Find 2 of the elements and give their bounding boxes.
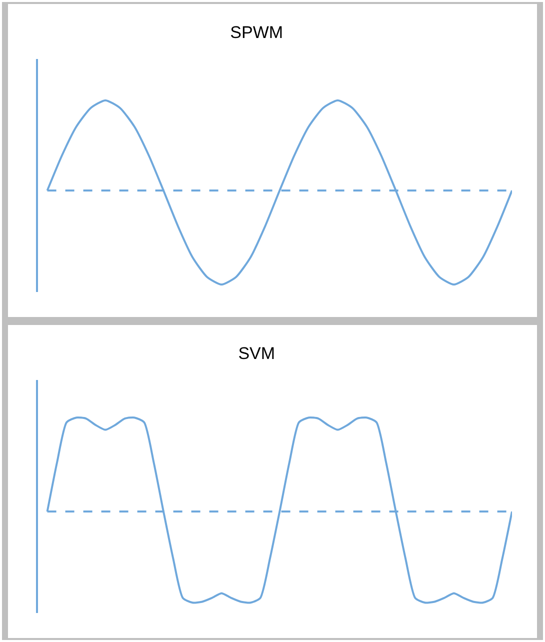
chart-title: SPWM	[230, 22, 284, 42]
chart-title: SVM	[238, 344, 276, 363]
